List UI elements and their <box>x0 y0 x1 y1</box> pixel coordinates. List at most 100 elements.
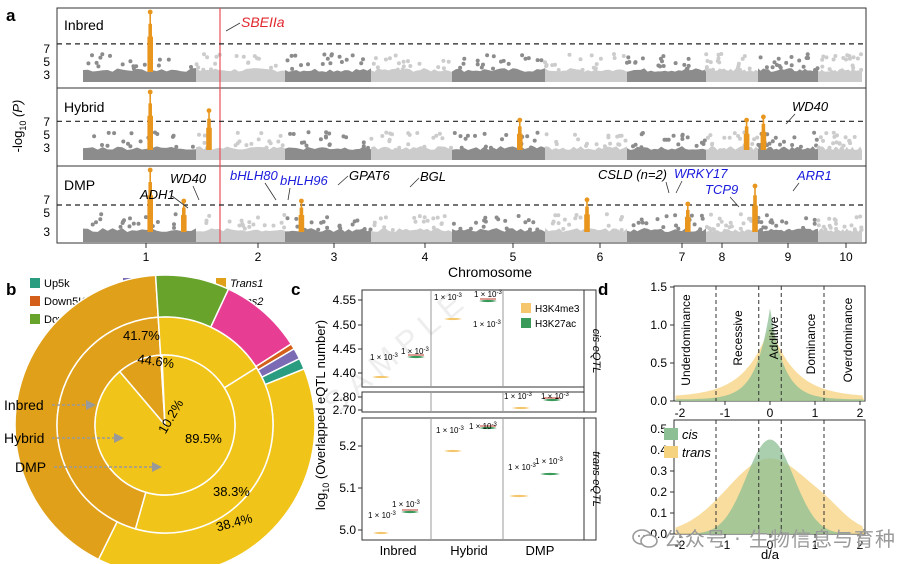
snp-point <box>738 136 742 141</box>
snp-point <box>205 55 210 60</box>
gene-pointer-sbeiia <box>225 22 241 32</box>
snp-point <box>461 61 466 66</box>
snp-point <box>279 220 284 225</box>
snp-point <box>778 142 782 147</box>
violin-cis-dmp-h3k4me3 <box>512 406 530 410</box>
snp-point <box>801 64 806 69</box>
snp-point <box>832 217 837 222</box>
snp-point <box>439 222 444 226</box>
xtick-label-5: 5 <box>510 250 517 264</box>
snp-point <box>567 222 572 227</box>
density-top-ytick-1.5: 1.5 <box>650 280 667 294</box>
violin-ytick-2.70: 2.70 <box>333 403 357 417</box>
snp-point <box>106 130 111 135</box>
pvalue-label-8: 1 × 10-3 <box>392 500 420 509</box>
snp-point <box>736 134 741 138</box>
snp-point <box>400 67 405 72</box>
peak-point <box>181 198 187 204</box>
snp-point <box>262 223 267 228</box>
snp-point <box>673 213 678 218</box>
violin-yticks: 4.40 4.45 4.50 4.55 2.702.80 5.0 5.1 5.2 <box>333 293 362 537</box>
snp-point <box>710 141 715 146</box>
snp-point <box>741 221 746 226</box>
violin-cis-inbred-h3k27ac <box>407 355 425 359</box>
snp-point <box>459 145 464 150</box>
snp-point <box>640 131 645 135</box>
chr-band-1-6 <box>545 146 627 160</box>
snp-point <box>384 130 389 135</box>
violin-group-1: Hybrid <box>450 543 488 558</box>
snp-point <box>698 227 703 232</box>
snp-point <box>473 133 477 138</box>
violin-trans-hybrid-h3k27ac <box>479 426 497 430</box>
snp-point <box>711 67 715 72</box>
snp-point <box>299 140 304 145</box>
density-bottom-xtick-0: 0 <box>767 538 774 552</box>
snp-point <box>523 56 528 61</box>
snp-point <box>197 132 201 137</box>
snp-point <box>724 223 729 228</box>
snp-point <box>285 216 290 221</box>
snp-point <box>306 130 311 135</box>
snp-point <box>576 137 581 142</box>
snp-point <box>685 135 690 140</box>
snp-point <box>239 218 244 223</box>
snp-point <box>361 140 366 145</box>
ytick-inbred-7: 7 <box>43 42 50 56</box>
snp-point <box>686 56 691 61</box>
xtick-label-10: 10 <box>839 250 853 264</box>
snp-point <box>689 213 694 218</box>
snp-point <box>769 218 774 223</box>
gene-pointer-wd40-dmp <box>192 185 200 201</box>
snp-point <box>299 63 303 68</box>
snp-point <box>816 145 821 150</box>
snp-point <box>608 141 613 146</box>
pct-inner-trans2: 89.5% <box>185 431 222 446</box>
snp-point <box>818 135 823 140</box>
cis-strip <box>583 289 597 413</box>
xtick-label-3: 3 <box>331 250 338 264</box>
snp-point <box>764 213 769 218</box>
gene-pointer-tcp9 <box>729 196 740 208</box>
violin-plot: cis-eQTL trans-eQTL 4.40 4.45 4.50 4.55 2.70… <box>313 289 602 558</box>
snp-point <box>435 215 440 220</box>
gene-pointer-wrky17 <box>675 180 683 194</box>
snp-point <box>241 54 246 59</box>
snp-point <box>207 213 212 218</box>
snp-point <box>482 131 487 136</box>
snp-point <box>491 66 495 71</box>
snp-point <box>408 64 413 68</box>
snp-point <box>806 56 811 60</box>
snp-point <box>834 226 839 231</box>
ytick-dmp-5: 5 <box>43 206 50 220</box>
snp-point <box>325 56 330 61</box>
snp-point <box>841 56 846 60</box>
snp-point <box>458 134 463 139</box>
snp-point <box>594 142 599 147</box>
snp-point <box>573 132 577 137</box>
snp-point <box>393 53 398 58</box>
snp-point <box>475 62 480 67</box>
snp-point <box>847 56 852 61</box>
pvalue-label-0: 1 × 10-3 <box>370 353 398 362</box>
snp-point <box>449 145 453 150</box>
snp-point <box>616 142 621 147</box>
snp-point <box>488 145 493 150</box>
snp-point <box>711 227 716 232</box>
gene-label-arr1: ARR1 <box>796 168 832 183</box>
snp-point <box>126 141 130 146</box>
snp-point <box>759 220 764 225</box>
snp-point <box>295 224 300 229</box>
manhattan-xlabel: Chromosome <box>448 264 532 280</box>
snp-point <box>551 219 556 224</box>
density-top-ytick-0.0: 0.0 <box>650 394 667 408</box>
violin-trans-inbred-h3k4me3 <box>373 531 389 535</box>
snp-point <box>131 221 136 226</box>
snp-point <box>172 222 176 227</box>
snp-point <box>525 134 530 139</box>
snp-point <box>708 60 713 65</box>
ytick-inbred-5: 5 <box>43 55 50 69</box>
snp-point <box>770 65 775 70</box>
density-bottom-ytick-0.2: 0.2 <box>650 485 667 499</box>
snp-point <box>812 217 817 222</box>
